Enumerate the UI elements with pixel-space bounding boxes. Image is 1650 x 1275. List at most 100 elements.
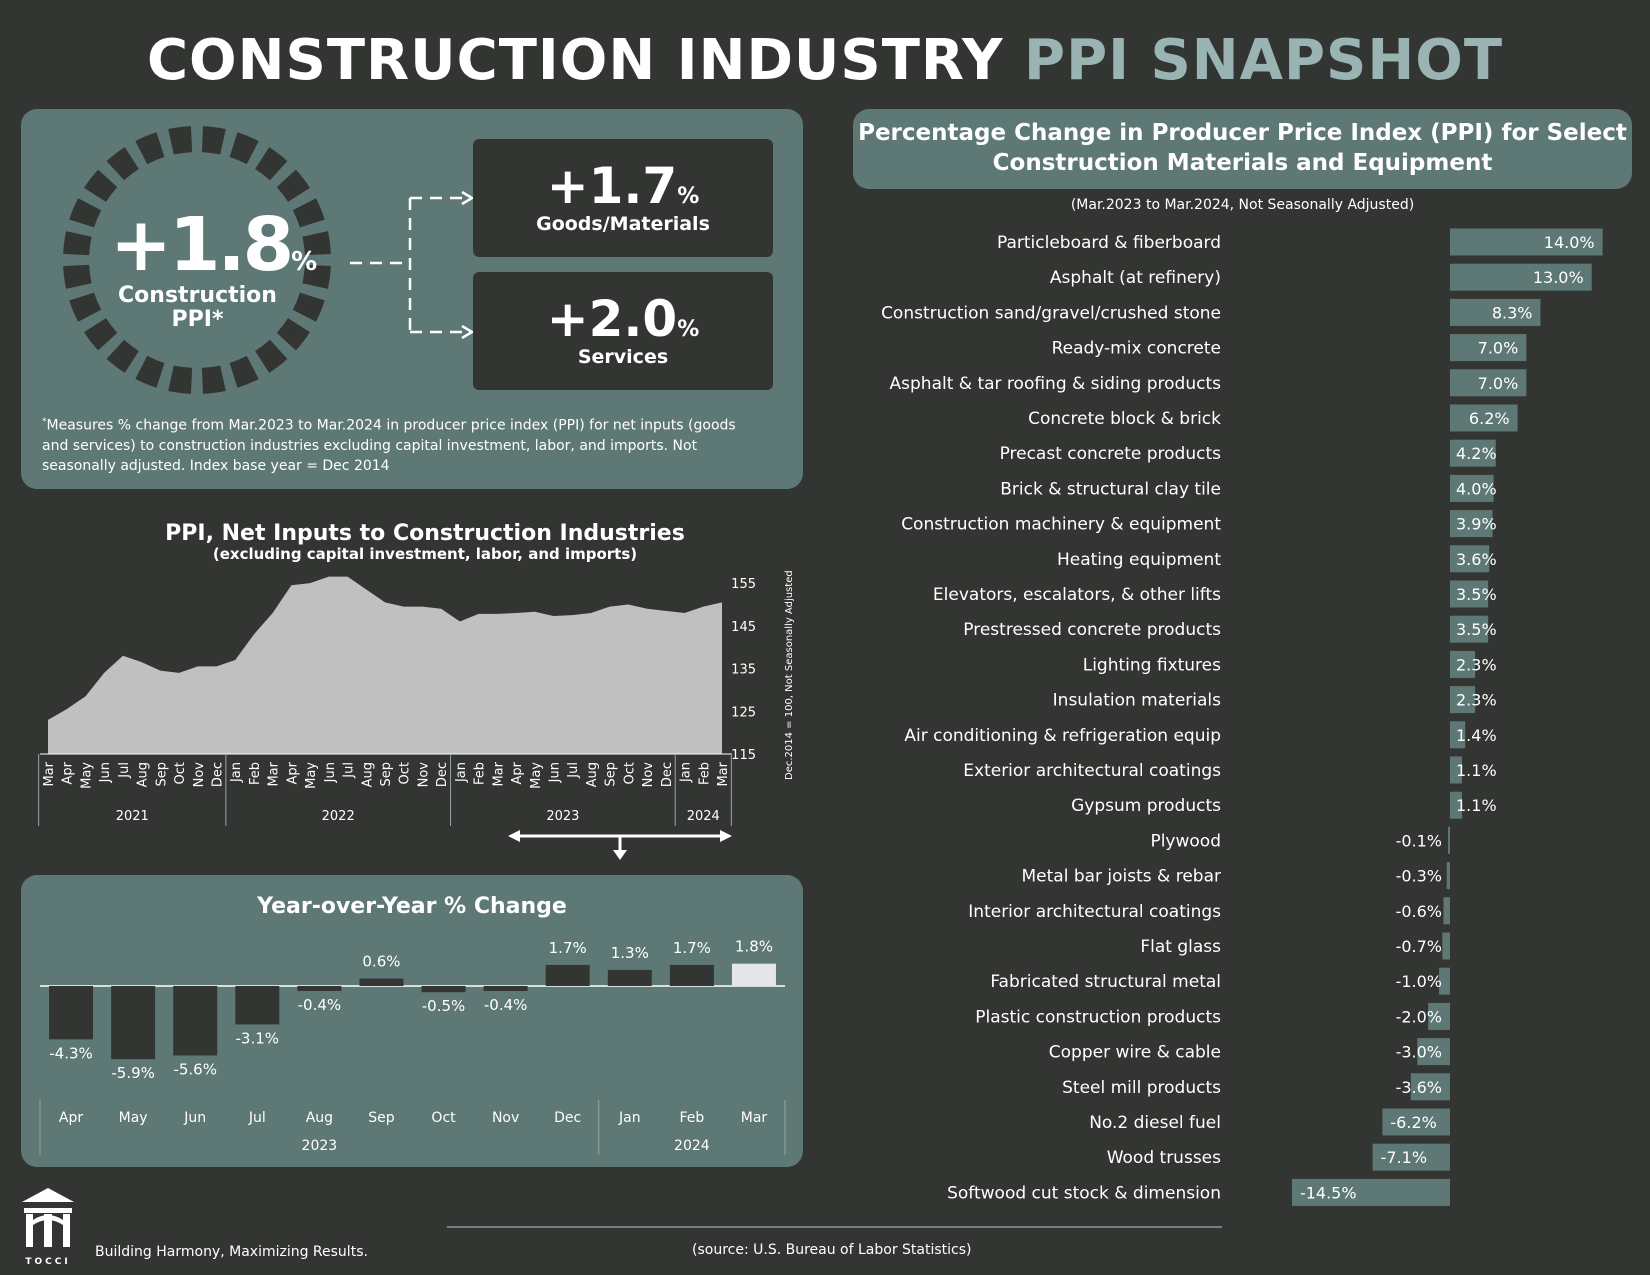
yoy-x-tick-label: Nov: [492, 1110, 519, 1126]
material-value-label: 3.5%: [1456, 620, 1497, 639]
ring-segment: [63, 231, 92, 256]
title-main: CONSTRUCTION INDUSTRY: [146, 28, 1004, 93]
material-value-label: -0.3%: [1396, 867, 1442, 886]
construction-ppi-label: Construction PPI*: [118, 283, 277, 332]
y-tick-label: 125: [731, 705, 756, 720]
goods-label: Goods/Materials: [536, 213, 710, 235]
material-label: Softwood cut stock & dimension: [947, 1183, 1221, 1203]
material-label: Asphalt (at refinery): [1050, 268, 1221, 288]
material-value-label: 4.2%: [1456, 444, 1497, 463]
ring-segment: [168, 126, 193, 155]
yoy-x-tick-label: Sep: [368, 1110, 395, 1126]
material-value-label: 1.4%: [1456, 726, 1497, 745]
yoy-bar: [359, 978, 404, 986]
ppi-area-series: [48, 576, 722, 754]
material-bar: [1450, 756, 1462, 784]
x-tick-label: Jan: [454, 762, 469, 783]
x-tick-label: Feb: [248, 762, 263, 785]
ring-segment: [201, 126, 226, 155]
x-tick-label: May: [79, 762, 94, 789]
yoy-data-label: -0.4%: [484, 996, 528, 1014]
services-box: +2.0% Services: [473, 272, 773, 390]
x-tick-label: Aug: [585, 762, 600, 787]
yoy-x-tick-label: Oct: [431, 1110, 456, 1126]
material-label: Steel mill products: [1062, 1078, 1221, 1098]
material-label: Plywood: [1150, 831, 1221, 851]
x-tick-label: May: [529, 762, 544, 789]
material-label: Prestressed concrete products: [963, 620, 1221, 640]
material-bar: [1446, 862, 1450, 890]
x-tick-label: Nov: [416, 762, 431, 788]
yoy-data-label: 1.7%: [673, 939, 711, 957]
material-value-label: 2.3%: [1456, 691, 1497, 710]
ring-segment: [135, 355, 165, 388]
material-label: Construction sand/gravel/crushed stone: [881, 303, 1221, 323]
yoy-x-tick-label: Apr: [59, 1110, 83, 1126]
material-bar: [1450, 510, 1493, 538]
yoy-data-label: 0.6%: [362, 953, 400, 971]
material-label: Metal bar joists & rebar: [1021, 867, 1221, 887]
ring-segment: [229, 132, 259, 165]
yoy-bar: [545, 964, 590, 986]
material-label: Lighting fixtures: [1083, 655, 1221, 675]
material-bar: [1291, 1178, 1450, 1206]
x-tick-label: Jan: [229, 762, 244, 783]
ring-segment: [302, 264, 331, 289]
yoy-bar: [483, 986, 528, 991]
year-group-label: 2023: [546, 809, 579, 824]
material-value-label: -0.7%: [1396, 937, 1442, 956]
material-value-label: 3.6%: [1456, 550, 1497, 569]
yoy-bar: [297, 986, 342, 991]
material-value-label: 3.9%: [1456, 515, 1497, 534]
x-tick-label: Sep: [604, 762, 619, 787]
ring-segment: [106, 339, 139, 373]
material-label: Interior architectural coatings: [968, 902, 1221, 922]
material-value-label: 7.0%: [1478, 374, 1519, 393]
material-label: Asphalt & tar roofing & siding products: [890, 374, 1222, 394]
material-value-label: 13.0%: [1533, 268, 1584, 287]
material-label: Air conditioning & refrigeration equip: [904, 726, 1221, 746]
material-bar: [1450, 298, 1541, 326]
yoy-bar: [235, 986, 280, 1025]
ring-segment: [135, 132, 165, 165]
x-tick-label: Jul: [566, 762, 581, 779]
x-tick-label: Dec: [211, 762, 226, 787]
yoy-x-tick-label: Dec: [554, 1110, 581, 1126]
ring-segment: [276, 169, 310, 202]
ring-segment: [84, 318, 118, 351]
x-tick-label: Sep: [154, 762, 169, 787]
footer-tagline: Building Harmony, Maximizing Results.: [95, 1244, 368, 1260]
x-tick-label: Oct: [398, 762, 413, 784]
ring-segment: [201, 365, 226, 394]
yoy-x-tick-label: Feb: [679, 1110, 704, 1126]
material-bar: [1442, 932, 1450, 960]
material-value-label: -0.1%: [1396, 831, 1442, 850]
materials-chart-title: Percentage Change in Producer Price Inde…: [858, 120, 1627, 176]
ring-segment: [106, 147, 139, 181]
logo-wordmark: TOCCI: [25, 1257, 70, 1267]
material-bar: [1450, 263, 1592, 291]
material-bar: [1439, 967, 1450, 995]
yoy-bar: [669, 964, 714, 986]
material-bar: [1417, 1038, 1450, 1066]
ring-segment: [168, 365, 193, 394]
material-bar: [1443, 897, 1450, 925]
material-value-label: 4.0%: [1456, 479, 1497, 498]
x-tick-label: Jun: [323, 762, 338, 783]
yoy-bar: [607, 969, 652, 986]
yoy-data-label: -0.5%: [422, 997, 466, 1015]
y-tick-label: 145: [731, 620, 756, 635]
x-tick-label: Mar: [716, 761, 731, 786]
yoy-data-label: -5.9%: [111, 1064, 155, 1082]
ring-segment: [84, 169, 118, 202]
material-value-label: 2.3%: [1456, 655, 1497, 674]
x-tick-label: Dec: [435, 762, 450, 787]
yoy-data-label: 1.7%: [549, 939, 587, 957]
material-value-label: -0.6%: [1396, 902, 1442, 921]
material-label: Gypsum products: [1071, 796, 1221, 816]
ring-segment: [302, 231, 331, 256]
material-bar: [1450, 791, 1462, 819]
yoy-x-tick-label: Jan: [618, 1110, 641, 1126]
